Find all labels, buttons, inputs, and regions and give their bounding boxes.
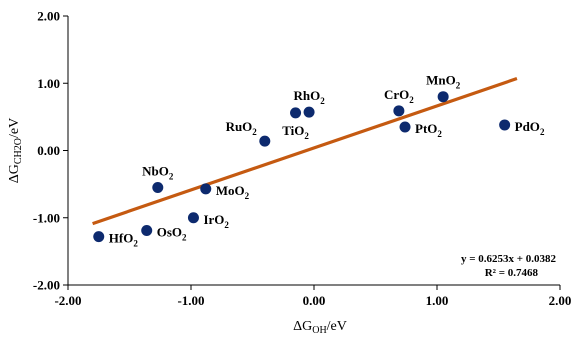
y-axis-title-prefix: ΔG	[7, 164, 22, 183]
point-label-main: IrO	[203, 212, 224, 227]
data-point-pdo2	[499, 119, 511, 131]
y-axis-title-suffix: /eV	[7, 118, 22, 138]
point-label-main: PdO	[515, 119, 540, 134]
point-label-main: CrO	[384, 87, 409, 102]
point-label-subscript: 2	[437, 129, 442, 139]
point-label-subscript: 2	[456, 81, 461, 91]
data-point-iro2	[187, 212, 199, 224]
x-tick-label: 0.00	[303, 293, 326, 308]
y-axis-title-subscript: CH2O	[13, 138, 24, 164]
point-label: HfO2	[109, 231, 139, 249]
y-tick-label: -2.00	[33, 278, 60, 293]
point-label: MoO2	[216, 183, 250, 201]
data-point-oso2	[141, 225, 153, 237]
x-axis-title-suffix: /eV	[327, 319, 347, 334]
point-label-main: RhO	[293, 88, 320, 103]
point-label-subscript: 2	[224, 220, 229, 230]
data-point-cro2	[393, 105, 405, 117]
y-tick-label: 1.00	[37, 76, 60, 91]
point-label: PtO2	[415, 121, 442, 139]
x-axis-title: ΔGOH/eV	[293, 319, 347, 336]
trendline	[92, 77, 518, 226]
point-label-main: MoO	[216, 183, 245, 198]
point-label: TiO2	[282, 123, 309, 141]
point-label: RhO2	[293, 88, 325, 106]
y-tick-label: -1.00	[33, 210, 60, 225]
point-label-subscript: 2	[169, 171, 174, 181]
x-axis-title-prefix: ΔG	[293, 319, 312, 334]
trendline-equation: y = 0.6253x + 0.0382	[461, 253, 557, 265]
x-tick-label: 2.00	[549, 293, 572, 308]
point-label-main: OsO	[157, 225, 182, 240]
data-point-tio2	[290, 107, 302, 119]
point-label-main: TiO	[282, 123, 304, 138]
y-tick-label: 0.00	[37, 143, 60, 158]
x-axis-title-subscript: OH	[312, 325, 326, 336]
point-label-subscript: 2	[320, 96, 325, 106]
point-label: PdO2	[515, 119, 545, 137]
x-tick-label: -2.00	[54, 293, 81, 308]
data-point-ruo2	[259, 135, 271, 147]
point-label: NbO2	[142, 163, 174, 181]
point-label: MnO2	[426, 73, 461, 91]
data-point-nbo2	[152, 181, 164, 193]
y-axis-title: ΔGCH2O/eV	[7, 118, 24, 183]
point-label: RuO2	[226, 119, 258, 137]
data-point-mno2	[437, 91, 449, 103]
point-label-subscript: 2	[133, 239, 138, 249]
point-label: IrO2	[203, 212, 229, 230]
point-label-subscript: 2	[252, 127, 257, 137]
data-point-pto2	[399, 121, 411, 133]
point-label-subscript: 2	[182, 233, 187, 243]
point-label-subscript: 2	[540, 127, 545, 137]
x-tick-label: -1.00	[177, 293, 204, 308]
point-label: CrO2	[384, 87, 414, 105]
point-label-subscript: 2	[245, 191, 250, 201]
point-label-subscript: 2	[409, 95, 414, 105]
data-point-rho2	[303, 106, 315, 118]
x-tick-label: 1.00	[426, 293, 449, 308]
point-label: OsO2	[157, 225, 187, 243]
y-tick-label: 2.00	[37, 9, 60, 24]
r-squared-label: R² = 0.7468	[485, 267, 539, 279]
point-label-main: NbO	[142, 163, 169, 178]
point-label-subscript: 2	[304, 131, 309, 141]
point-label-main: MnO	[426, 73, 456, 88]
point-label-main: HfO	[109, 231, 134, 246]
point-label-main: RuO	[226, 119, 253, 134]
data-point-hfo2	[93, 231, 105, 243]
data-point-moo2	[200, 183, 212, 195]
point-label-main: PtO	[415, 121, 437, 136]
